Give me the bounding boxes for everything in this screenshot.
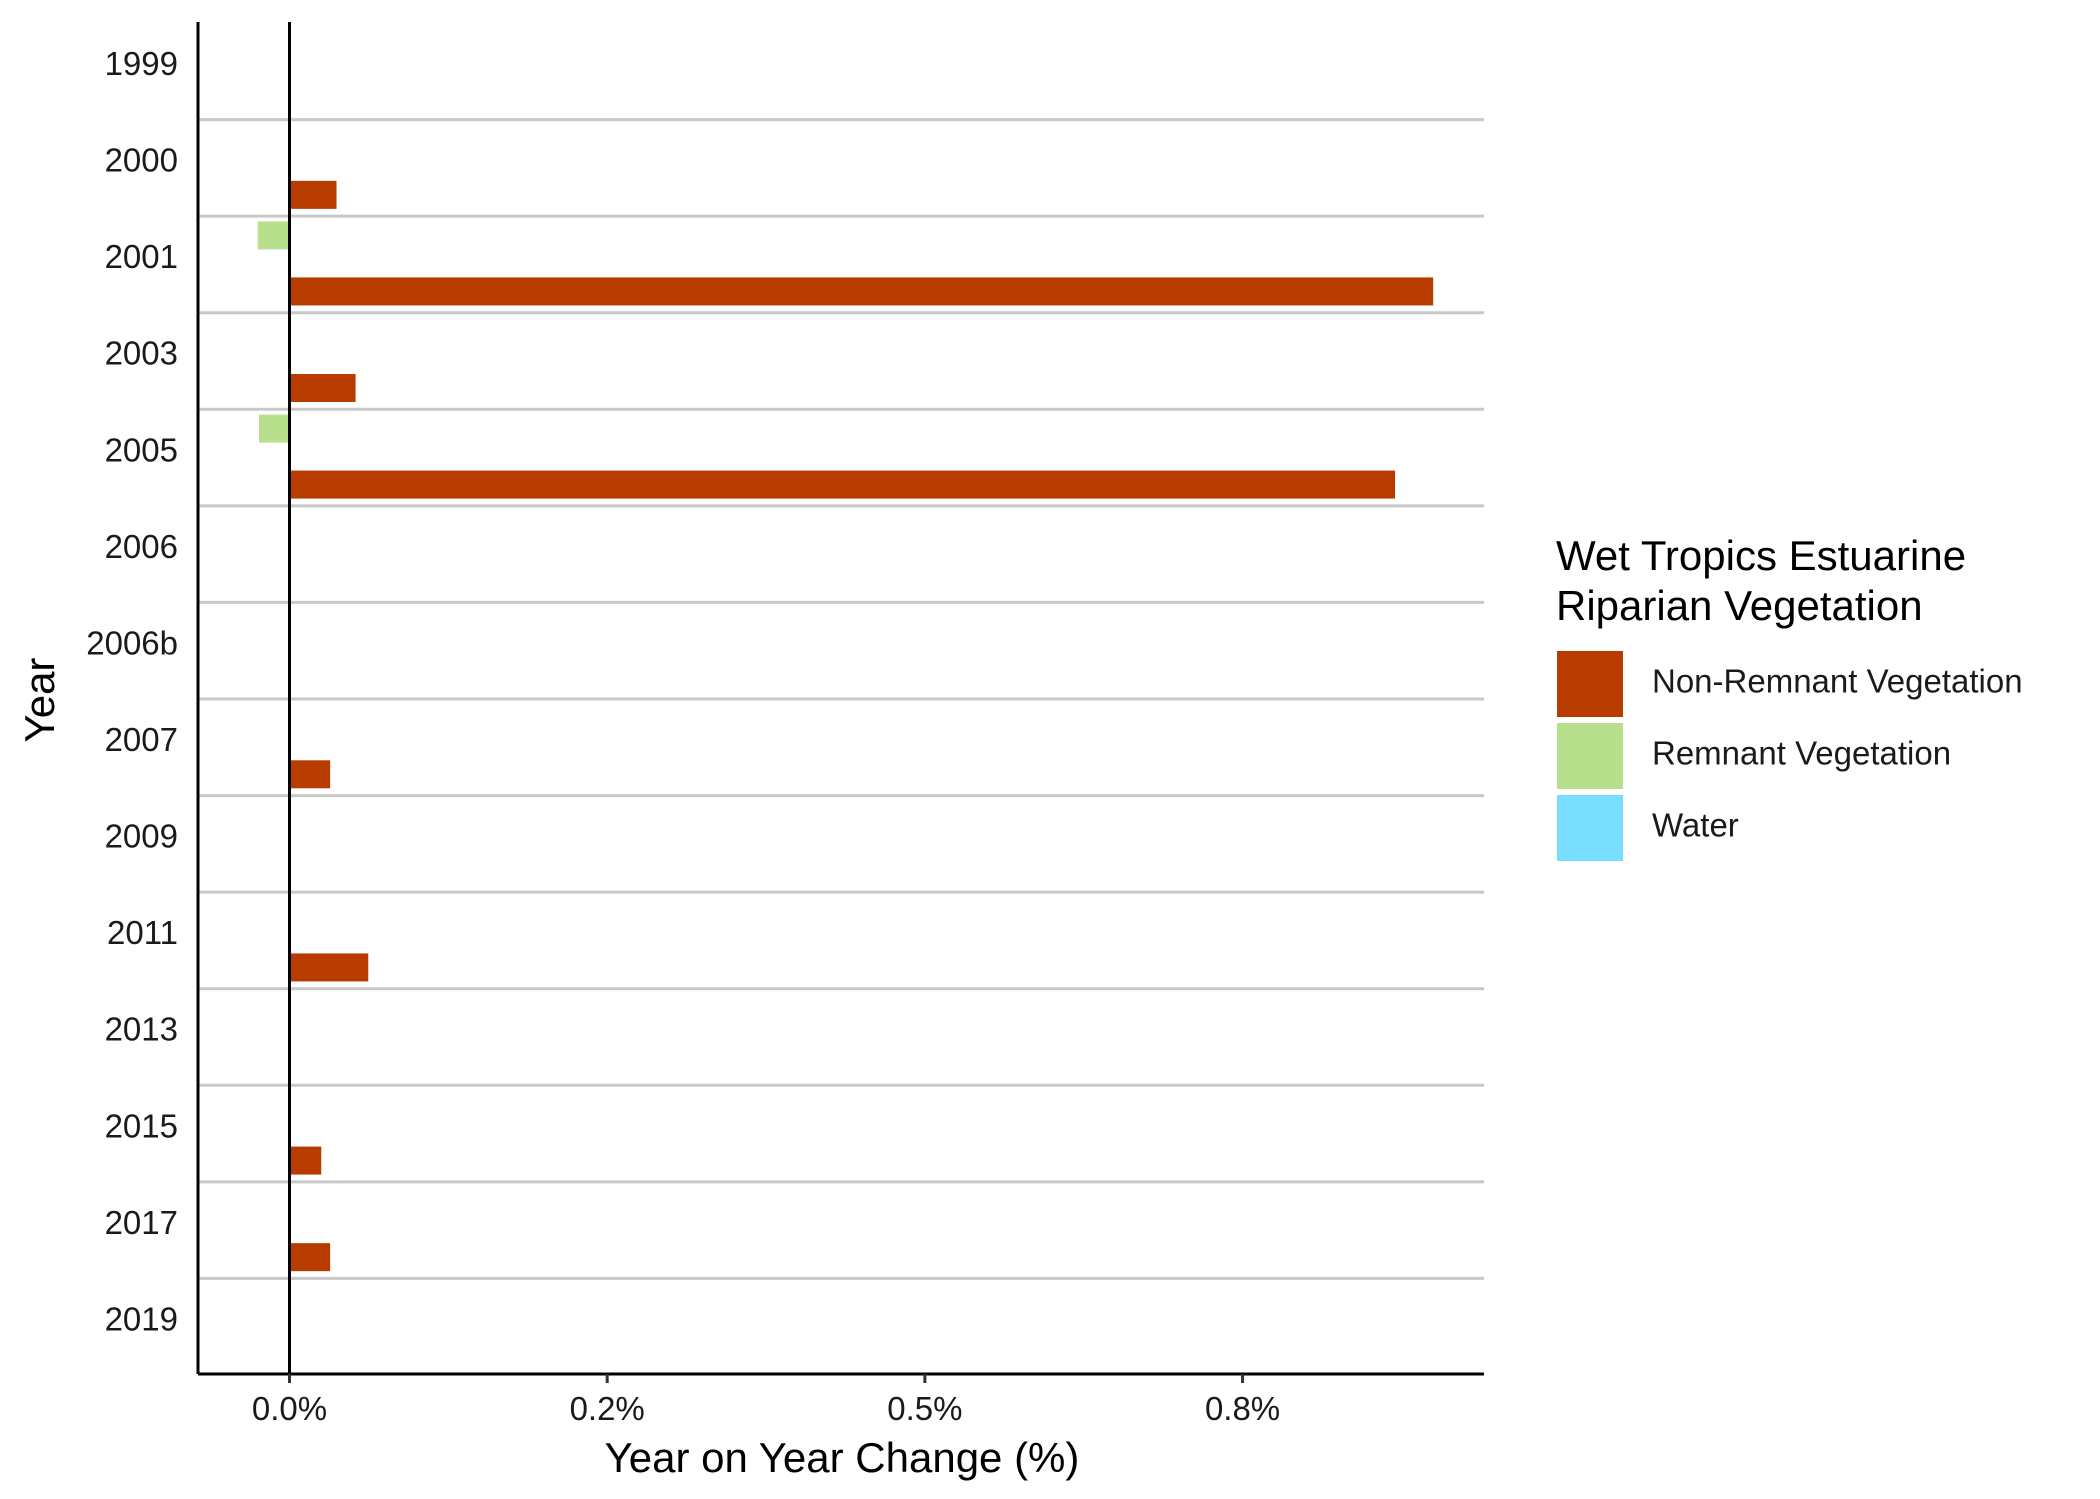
y-tick-label-2003: 2003 — [105, 335, 178, 372]
bars — [257, 180, 1434, 1272]
bar-non-remnant-vegetation-2007 — [289, 760, 331, 789]
legend-items: Non-Remnant Vegetation Remnant Vegetation… — [1555, 649, 2023, 863]
y-tick-labels: 1999 2000 2001 2003 2005 2006 2006b 2007 2009 201… — [86, 45, 178, 1337]
bar-non-remnant-vegetation-2017 — [289, 1243, 331, 1272]
x-tick-label: 0.5% — [887, 1390, 962, 1427]
y-tick-label-2015: 2015 — [105, 1107, 178, 1144]
legend: Wet Tropics Estuarine Riparian Vegetatio… — [1555, 532, 2023, 863]
y-tick-label-2000: 2000 — [105, 142, 178, 179]
y-tick-label-2005: 2005 — [105, 431, 178, 468]
y-tick-label-2006b: 2006b — [86, 624, 178, 661]
y-tick-label-2011: 2011 — [107, 914, 178, 951]
x-tick-label: 0.8% — [1205, 1390, 1280, 1427]
y-tick-label-2001: 2001 — [105, 238, 178, 275]
legend-label: Water — [1652, 807, 1739, 844]
y-tick-label-2017: 2017 — [105, 1204, 178, 1241]
legend-label: Remnant Vegetation — [1652, 735, 1951, 772]
y-axis-title: Year — [16, 658, 63, 743]
x-tick-labels: 0.0% 0.2% 0.5% 0.8% — [252, 1374, 1280, 1427]
x-tick-label: 0.0% — [252, 1390, 327, 1427]
y-tick-label-2013: 2013 — [105, 1011, 178, 1048]
y-tick-label-2007: 2007 — [105, 721, 178, 758]
bar-non-remnant-vegetation-2005 — [289, 470, 1396, 499]
legend-swatch — [1555, 649, 1625, 719]
bar-non-remnant-vegetation-2001 — [289, 277, 1434, 306]
bar-non-remnant-vegetation-2011 — [289, 953, 369, 982]
bar-remnant-vegetation-2001 — [257, 221, 290, 250]
y-tick-label-2006: 2006 — [105, 528, 178, 565]
y-tick-label-2009: 2009 — [105, 818, 178, 855]
x-tick-label: 0.2% — [570, 1390, 645, 1427]
year-separators — [198, 118, 1484, 1280]
y-tick-label-1999: 1999 — [105, 45, 178, 82]
legend-swatch — [1555, 793, 1625, 863]
bar-remnant-vegetation-2005 — [258, 414, 290, 443]
y-tick-label-2019: 2019 — [105, 1300, 178, 1337]
bar-non-remnant-vegetation-2003 — [289, 374, 356, 402]
legend-label: Non-Remnant Vegetation — [1652, 663, 2023, 700]
legend-title-line1: Wet Tropics Estuarine — [1556, 532, 1966, 579]
x-axis-title: Year on Year Change (%) — [605, 1434, 1080, 1481]
bar-non-remnant-vegetation-2000 — [289, 180, 337, 209]
legend-swatch — [1555, 721, 1625, 791]
legend-title-line2: Riparian Vegetation — [1556, 582, 1923, 629]
bar-non-remnant-vegetation-2015 — [289, 1146, 322, 1175]
